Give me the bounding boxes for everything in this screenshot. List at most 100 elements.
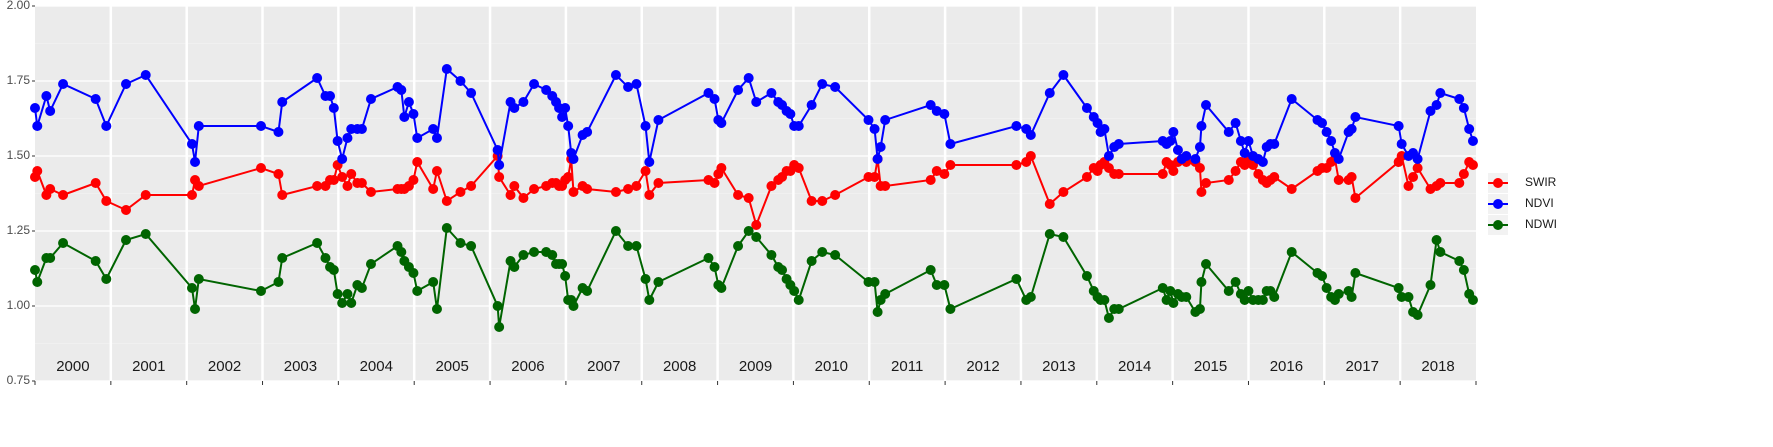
data-point — [817, 79, 828, 89]
data-point — [509, 103, 520, 113]
data-point — [365, 187, 376, 197]
data-point — [45, 106, 56, 116]
legend-dot — [1493, 199, 1503, 209]
data-point — [653, 178, 664, 188]
y-tick-label: 2.00 — [7, 0, 31, 12]
data-point — [709, 262, 720, 272]
data-point — [610, 187, 621, 197]
data-point — [1113, 304, 1124, 314]
data-point — [1172, 145, 1183, 155]
data-point — [644, 157, 655, 167]
data-point — [1058, 70, 1069, 80]
data-point — [494, 172, 505, 182]
data-point — [58, 79, 69, 89]
data-point — [328, 265, 339, 275]
data-point — [186, 190, 197, 200]
data-point — [356, 178, 367, 188]
data-point — [273, 127, 284, 137]
data-point — [623, 82, 634, 92]
data-point — [1350, 193, 1361, 203]
data-point — [1025, 151, 1036, 161]
data-point — [1168, 298, 1179, 308]
data-point — [631, 79, 642, 89]
data-point — [644, 190, 655, 200]
year-label: 2008 — [663, 358, 696, 375]
data-point — [1196, 121, 1207, 131]
data-point — [1103, 313, 1114, 323]
data-point — [872, 154, 883, 164]
data-point — [806, 256, 817, 266]
data-point — [785, 109, 796, 119]
data-point — [1467, 295, 1478, 305]
data-point — [1181, 292, 1192, 302]
data-point — [1113, 169, 1124, 179]
data-point — [931, 280, 942, 290]
data-point — [1081, 271, 1092, 281]
data-point — [789, 286, 800, 296]
data-point — [365, 259, 376, 269]
data-point — [1243, 286, 1254, 296]
data-point — [32, 166, 43, 176]
data-point — [557, 259, 568, 269]
y-tick-label: 1.50 — [7, 148, 31, 162]
year-label: 2010 — [815, 358, 848, 375]
data-point — [494, 322, 505, 332]
data-point — [1435, 247, 1446, 257]
data-point — [1467, 136, 1478, 146]
year-label: 2003 — [284, 358, 317, 375]
data-point — [101, 121, 112, 131]
data-point — [529, 79, 540, 89]
data-point — [830, 190, 841, 200]
data-point — [356, 124, 367, 134]
data-point — [337, 154, 348, 164]
data-point — [45, 253, 56, 263]
data-point — [1286, 247, 1297, 257]
data-point — [703, 253, 714, 263]
data-point — [518, 250, 529, 260]
data-point — [412, 157, 423, 167]
data-point — [653, 115, 664, 125]
data-point — [1157, 283, 1168, 293]
data-point — [1350, 112, 1361, 122]
data-point — [766, 181, 777, 191]
data-point — [1286, 184, 1297, 194]
data-point — [1196, 277, 1207, 287]
data-point — [431, 304, 442, 314]
data-point — [121, 205, 132, 215]
data-point — [455, 187, 466, 197]
data-point — [466, 181, 477, 191]
data-point — [90, 178, 101, 188]
data-point — [1201, 259, 1212, 269]
data-point — [328, 175, 339, 185]
data-point — [1194, 163, 1205, 173]
data-point — [560, 103, 571, 113]
data-point — [793, 121, 804, 131]
data-point — [751, 97, 762, 107]
data-point — [101, 274, 112, 284]
year-label: 2017 — [1346, 358, 1379, 375]
data-point — [1230, 118, 1241, 128]
data-point — [1350, 268, 1361, 278]
data-point — [412, 133, 423, 143]
year-label: 2005 — [435, 358, 468, 375]
data-point — [872, 307, 883, 317]
data-point — [1321, 283, 1332, 293]
data-point — [869, 124, 880, 134]
data-point — [186, 283, 197, 293]
data-point — [1408, 172, 1419, 182]
data-point — [880, 181, 891, 191]
data-point — [931, 166, 942, 176]
data-point — [766, 88, 777, 98]
data-point — [140, 229, 151, 239]
data-point — [653, 277, 664, 287]
data-point — [1333, 289, 1344, 299]
data-point — [365, 94, 376, 104]
data-point — [1269, 139, 1280, 149]
data-point — [466, 88, 477, 98]
legend-dot — [1493, 178, 1503, 188]
data-point — [1396, 139, 1407, 149]
legend-label: NDWI — [1525, 217, 1557, 231]
data-point — [1458, 103, 1469, 113]
data-point — [30, 265, 40, 275]
data-point — [273, 169, 284, 179]
